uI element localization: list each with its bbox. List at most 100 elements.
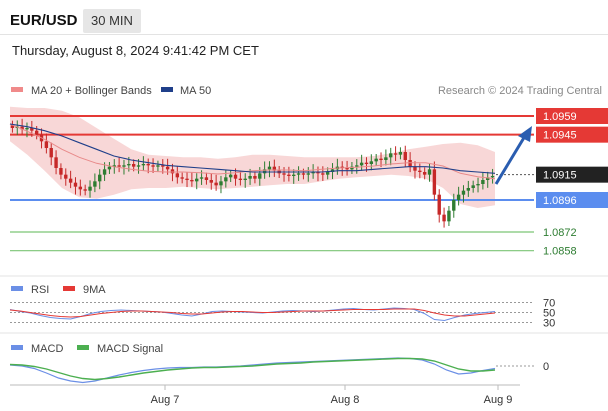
symbol-title: EUR/USD [10,12,78,29]
candle-body [199,177,204,179]
candle-body [112,165,116,167]
rsi-legend-swatch [11,286,23,291]
candle-body [59,168,63,175]
candle-body [151,165,155,167]
forecast-arrow-shaft [494,135,527,185]
candle-body [321,173,325,175]
candle-body [219,181,223,186]
candle-body [408,160,412,167]
time-axis-label: Aug 9 [484,394,513,406]
candle-body [73,182,78,187]
candle-body [287,174,291,176]
candle-body [122,165,126,167]
candle-body [248,176,252,179]
candle-body [20,126,24,130]
candle-body [224,177,228,182]
candle-body [102,169,107,175]
ma50-line [9,123,496,174]
candle-body [306,173,310,175]
rsi-ma-legend-label: 9MA [83,284,106,296]
time-axis-label: Aug 8 [331,394,360,406]
candle-body [389,153,393,158]
candle-body [296,173,301,175]
candle-body [131,164,136,167]
candle-body [301,173,306,175]
candle-body [34,130,39,135]
candle-body [68,178,73,183]
candle-body [243,178,247,180]
rsi-level-label: 50 [543,308,555,320]
candle-body [374,158,378,162]
moving-averages [9,123,496,180]
candle-body [413,166,417,171]
candle-body [170,169,175,174]
candle-body [253,176,257,179]
candle-body [238,178,243,180]
candle-body [78,186,83,190]
candle-body [262,169,267,174]
candle-body [83,189,87,191]
candle-body [403,152,407,160]
candle-body [461,190,466,195]
ma20-line [9,123,496,180]
candle-body [364,162,369,164]
candle-body [30,128,34,131]
candle-body [393,153,398,155]
time-axis-labels: Aug 7 Aug 8 Aug 9 [151,385,513,406]
target-level-label: 1.0872 [543,227,577,239]
candle-body [437,194,441,215]
timeframe-badge[interactable]: 30 MIN [83,9,141,33]
header-divider [0,34,608,35]
bollinger-bands [10,106,495,208]
bollinger-legend-label: MA 20 + Bollinger Bands [31,85,152,97]
candle-body [190,180,194,182]
candle-body [54,157,58,168]
rsi-level-label: 70 [543,298,555,310]
rsi-ma-legend-swatch [63,286,75,291]
candle-body [466,188,471,191]
candle-body [146,164,150,166]
candle-body [204,177,209,180]
macd-signal-legend-label: MACD Signal [97,343,163,355]
candle-body [442,214,446,222]
candle-body [136,165,141,167]
candle-body [228,174,233,178]
candle-body [127,164,131,166]
price-levels: 1.0959 1.0945 1.0896 1.0872 1.0858 1.0915 [10,108,608,258]
candle-body [384,157,388,160]
resistance-level-tag [536,126,608,143]
candle-body [486,177,490,180]
candle-body [233,174,238,179]
candle-body [452,200,456,211]
candle-body [165,166,170,170]
support-level-tag [536,192,608,208]
timestamp: Thursday, August 8, 2024 9:41:42 PM CET [12,43,259,58]
bollinger-legend-swatch [11,87,23,92]
bollinger-band-area [10,106,495,208]
candle-body [44,141,49,148]
candle-body [282,173,286,175]
candle-body [359,162,364,166]
candle-body [25,128,29,130]
candle-body [456,194,461,200]
current-price-label: 1.0915 [543,170,577,182]
candle-body [418,170,422,172]
resistance-level-tag [536,108,608,124]
candle-body [98,174,102,182]
candle-body [350,166,354,170]
macd-legend-swatch [11,345,23,350]
rsi-legend-label: RSI [31,284,49,296]
candle-body [214,182,218,186]
candle-body [432,169,437,195]
candle-body [427,169,432,175]
candle-body [175,173,180,178]
macd-zero-label: 0 [543,361,549,373]
resistance-level-label: 1.0959 [543,111,577,123]
candle-body [481,180,485,184]
candle-body [422,172,427,175]
candle-body [195,178,199,182]
candle-body [476,184,480,186]
candle-body [64,174,68,179]
